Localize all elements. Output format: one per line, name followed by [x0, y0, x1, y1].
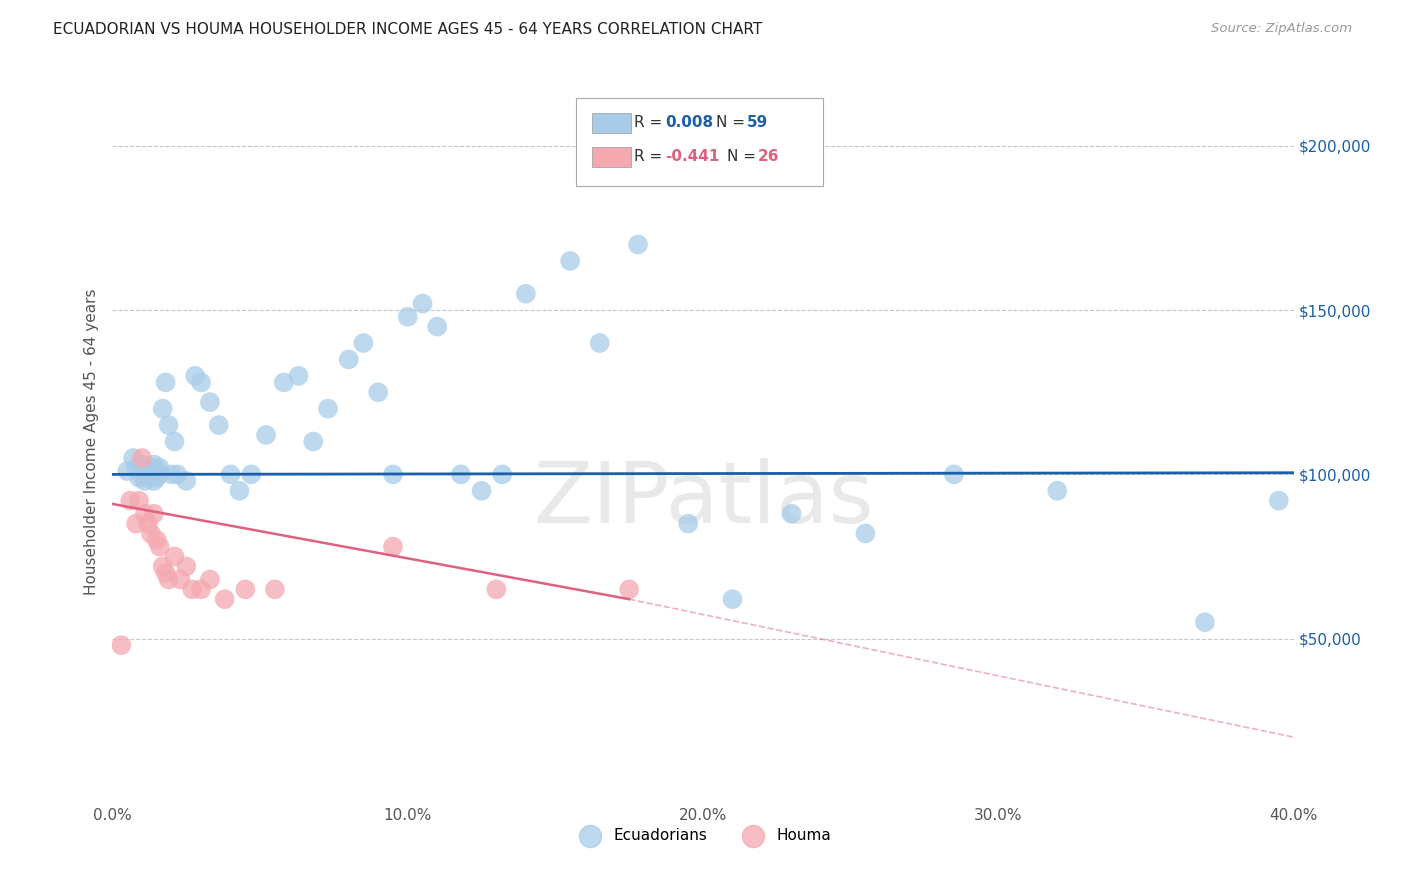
Point: [157, 418, 180, 433]
Point: [721, 592, 744, 607]
Point: [254, 428, 277, 442]
Point: [228, 483, 250, 498]
Point: [134, 507, 156, 521]
Point: [139, 467, 162, 482]
Text: ECUADORIAN VS HOUMA HOUSEHOLDER INCOME AGES 45 - 64 YEARS CORRELATION CHART: ECUADORIAN VS HOUMA HOUSEHOLDER INCOME A…: [53, 22, 762, 37]
Point: [122, 450, 145, 465]
Point: [558, 253, 582, 268]
Point: [208, 418, 231, 433]
Point: [515, 286, 537, 301]
Point: [155, 566, 177, 580]
Point: [142, 507, 165, 521]
Point: [184, 368, 207, 383]
Point: [146, 533, 169, 547]
Point: [131, 450, 153, 465]
Point: [450, 467, 472, 482]
Point: [163, 549, 186, 564]
Point: [273, 376, 295, 390]
Point: [139, 526, 162, 541]
Point: [491, 467, 513, 482]
Text: 0.008: 0.008: [665, 115, 713, 129]
Point: [163, 434, 186, 449]
Point: [396, 310, 419, 324]
Point: [155, 376, 177, 390]
Point: [678, 516, 700, 531]
Point: [149, 540, 172, 554]
Point: [627, 237, 650, 252]
Text: N =: N =: [727, 149, 761, 163]
Point: [166, 467, 188, 482]
Point: [426, 319, 449, 334]
Point: [619, 582, 641, 597]
Point: [152, 401, 174, 416]
Point: [855, 526, 877, 541]
Point: [287, 368, 309, 383]
Point: [125, 516, 148, 531]
Text: R =: R =: [634, 115, 668, 129]
Text: 26: 26: [758, 149, 779, 163]
Point: [1268, 493, 1291, 508]
Point: [142, 458, 165, 472]
Point: [169, 573, 191, 587]
Point: [136, 516, 159, 531]
Point: [125, 460, 148, 475]
Point: [152, 559, 174, 574]
Point: [136, 467, 159, 482]
Point: [240, 467, 263, 482]
Text: -0.441: -0.441: [665, 149, 720, 163]
Point: [219, 467, 242, 482]
Point: [337, 352, 360, 367]
Point: [264, 582, 287, 597]
Point: [942, 467, 965, 482]
Legend: Ecuadorians, Houma: Ecuadorians, Houma: [569, 822, 837, 849]
Point: [134, 474, 156, 488]
Y-axis label: Householder Income Ages 45 - 64 years: Householder Income Ages 45 - 64 years: [84, 288, 100, 595]
Point: [233, 582, 256, 597]
Point: [157, 573, 180, 587]
Point: [780, 507, 803, 521]
Point: [190, 582, 212, 597]
Point: [117, 464, 138, 478]
Point: [485, 582, 508, 597]
Point: [316, 401, 339, 416]
Point: [131, 458, 153, 472]
Point: [139, 460, 162, 475]
Point: [214, 592, 236, 607]
Point: [160, 467, 183, 482]
Point: [146, 471, 169, 485]
Point: [131, 467, 153, 482]
Point: [198, 395, 221, 409]
Point: [302, 434, 325, 449]
Point: [128, 471, 150, 485]
Point: [190, 376, 212, 390]
Text: R =: R =: [634, 149, 668, 163]
Point: [352, 336, 374, 351]
Point: [198, 573, 221, 587]
Point: [470, 483, 494, 498]
Point: [149, 460, 172, 475]
Point: [149, 467, 172, 482]
Text: 59: 59: [747, 115, 768, 129]
Text: Source: ZipAtlas.com: Source: ZipAtlas.com: [1212, 22, 1353, 36]
Point: [136, 471, 159, 485]
Point: [1046, 483, 1069, 498]
Point: [110, 638, 132, 652]
Point: [382, 467, 405, 482]
Point: [411, 296, 433, 310]
Point: [1194, 615, 1216, 630]
Point: [382, 540, 405, 554]
Point: [588, 336, 610, 351]
Text: ZIPatlas: ZIPatlas: [533, 458, 873, 541]
Point: [367, 385, 389, 400]
Point: [174, 474, 197, 488]
Point: [142, 474, 165, 488]
Point: [146, 464, 169, 478]
Point: [120, 493, 142, 508]
Point: [174, 559, 197, 574]
Point: [128, 493, 150, 508]
Point: [181, 582, 204, 597]
Point: [134, 464, 156, 478]
Text: N =: N =: [716, 115, 749, 129]
